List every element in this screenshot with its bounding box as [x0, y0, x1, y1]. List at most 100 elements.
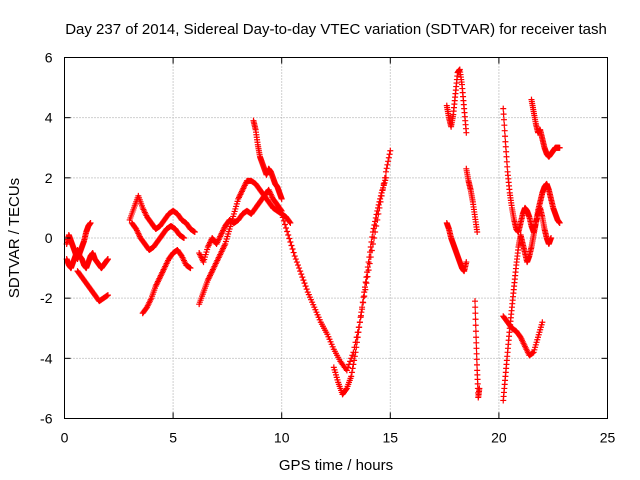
- data-point-marker: [291, 253, 298, 260]
- data-point-marker: [353, 339, 360, 346]
- data-point-marker: [359, 304, 366, 311]
- series-seg-s: [528, 96, 563, 160]
- data-point-marker: [502, 133, 509, 140]
- data-point-marker: [285, 231, 292, 238]
- data-point-marker: [387, 147, 394, 154]
- data-point-marker: [279, 214, 286, 221]
- data-point-marker: [299, 274, 306, 281]
- data-point-marker: [383, 165, 390, 172]
- data-point-marker: [278, 210, 285, 217]
- data-point-marker: [356, 324, 363, 331]
- data-point-marker: [87, 219, 94, 226]
- data-point-marker: [386, 151, 393, 158]
- x-tick-label: 25: [600, 430, 616, 446]
- series-seg-c: [74, 268, 111, 305]
- grid-lines: [64, 57, 608, 419]
- series-seg-a: [63, 247, 111, 272]
- data-point-marker: [369, 233, 376, 240]
- data-point-marker: [556, 144, 563, 151]
- data-point-marker: [361, 284, 368, 291]
- data-point-marker: [472, 328, 479, 335]
- data-point-marker: [180, 235, 187, 241]
- data-point-marker: [287, 239, 294, 246]
- data-point-marker: [300, 277, 307, 284]
- y-tick-label: -4: [40, 350, 53, 366]
- data-point-marker: [500, 111, 507, 118]
- y-tick-label: 6: [45, 50, 53, 66]
- data-point-marker: [377, 195, 384, 202]
- series-seg-n: [463, 165, 481, 235]
- data-point-marker: [382, 174, 389, 181]
- data-point-marker: [353, 344, 360, 351]
- x-tick-label: 5: [169, 430, 177, 446]
- data-point-marker: [385, 158, 392, 165]
- series-seg-i: [250, 117, 285, 202]
- data-point-marker: [303, 286, 310, 293]
- data-point-marker: [548, 235, 555, 241]
- data-point-marker: [374, 204, 381, 211]
- series-seg-r: [500, 204, 555, 404]
- data-point-marker: [363, 274, 370, 281]
- data-point-marker: [191, 228, 198, 235]
- data-point-marker: [473, 350, 480, 357]
- data-point-marker: [370, 225, 377, 232]
- data-point-marker: [352, 349, 359, 356]
- data-point-marker: [357, 314, 364, 321]
- data-point-marker: [359, 299, 366, 306]
- data-point-marker: [361, 289, 368, 296]
- series-seg-f: [139, 247, 194, 317]
- data-point-marker: [350, 361, 357, 368]
- data-point-marker: [343, 386, 350, 393]
- data-point-marker: [366, 254, 373, 261]
- data-point-marker: [280, 217, 287, 224]
- data-points: [63, 66, 563, 404]
- data-point-marker: [377, 192, 384, 199]
- data-point-marker: [301, 280, 308, 287]
- series-seg-m: [443, 219, 470, 275]
- series-seg-k: [330, 174, 389, 398]
- data-point-marker: [382, 168, 389, 175]
- data-point-marker: [369, 228, 376, 235]
- data-point-marker: [501, 122, 508, 129]
- series-seg-h: [196, 177, 294, 308]
- data-point-marker: [354, 334, 361, 341]
- series-seg-e: [128, 219, 187, 254]
- data-point-marker: [372, 218, 379, 225]
- data-point-marker: [373, 211, 380, 218]
- data-point-marker: [473, 361, 480, 368]
- y-axis-label: SDTVAR / TECUs: [6, 178, 23, 298]
- data-point-marker: [351, 357, 358, 364]
- data-point-marker: [286, 235, 293, 242]
- data-point-marker: [473, 334, 480, 341]
- data-point-marker: [473, 356, 480, 363]
- data-point-marker: [463, 259, 470, 266]
- x-tick-label: 10: [274, 430, 290, 446]
- data-point-marker: [358, 309, 365, 316]
- data-point-marker: [294, 262, 301, 269]
- y-tick-label: 2: [45, 170, 53, 186]
- data-point-marker: [473, 345, 480, 352]
- data-point-marker: [281, 221, 288, 228]
- x-tick-label: 20: [491, 430, 507, 446]
- x-axis-label: GPS time / hours: [279, 457, 393, 474]
- data-point-marker: [503, 153, 510, 160]
- data-point-marker: [472, 322, 479, 329]
- axis-ticks: [64, 57, 608, 419]
- data-point-marker: [296, 265, 303, 272]
- data-point-marker: [365, 259, 372, 266]
- data-point-marker: [298, 271, 305, 278]
- y-tick-label: -6: [40, 411, 53, 427]
- data-point-marker: [360, 294, 367, 301]
- data-point-marker: [476, 385, 483, 392]
- data-point-marker: [473, 339, 480, 346]
- data-point-marker: [355, 329, 362, 336]
- series-seg-p: [500, 105, 563, 235]
- data-point-marker: [284, 228, 291, 235]
- data-point-marker: [368, 239, 375, 246]
- x-tick-label: 0: [61, 430, 69, 446]
- data-point-marker: [472, 304, 479, 311]
- series-seg-l: [443, 66, 470, 136]
- data-point-marker: [289, 246, 296, 253]
- data-point-marker: [503, 148, 510, 155]
- y-tick-label: -2: [40, 290, 53, 306]
